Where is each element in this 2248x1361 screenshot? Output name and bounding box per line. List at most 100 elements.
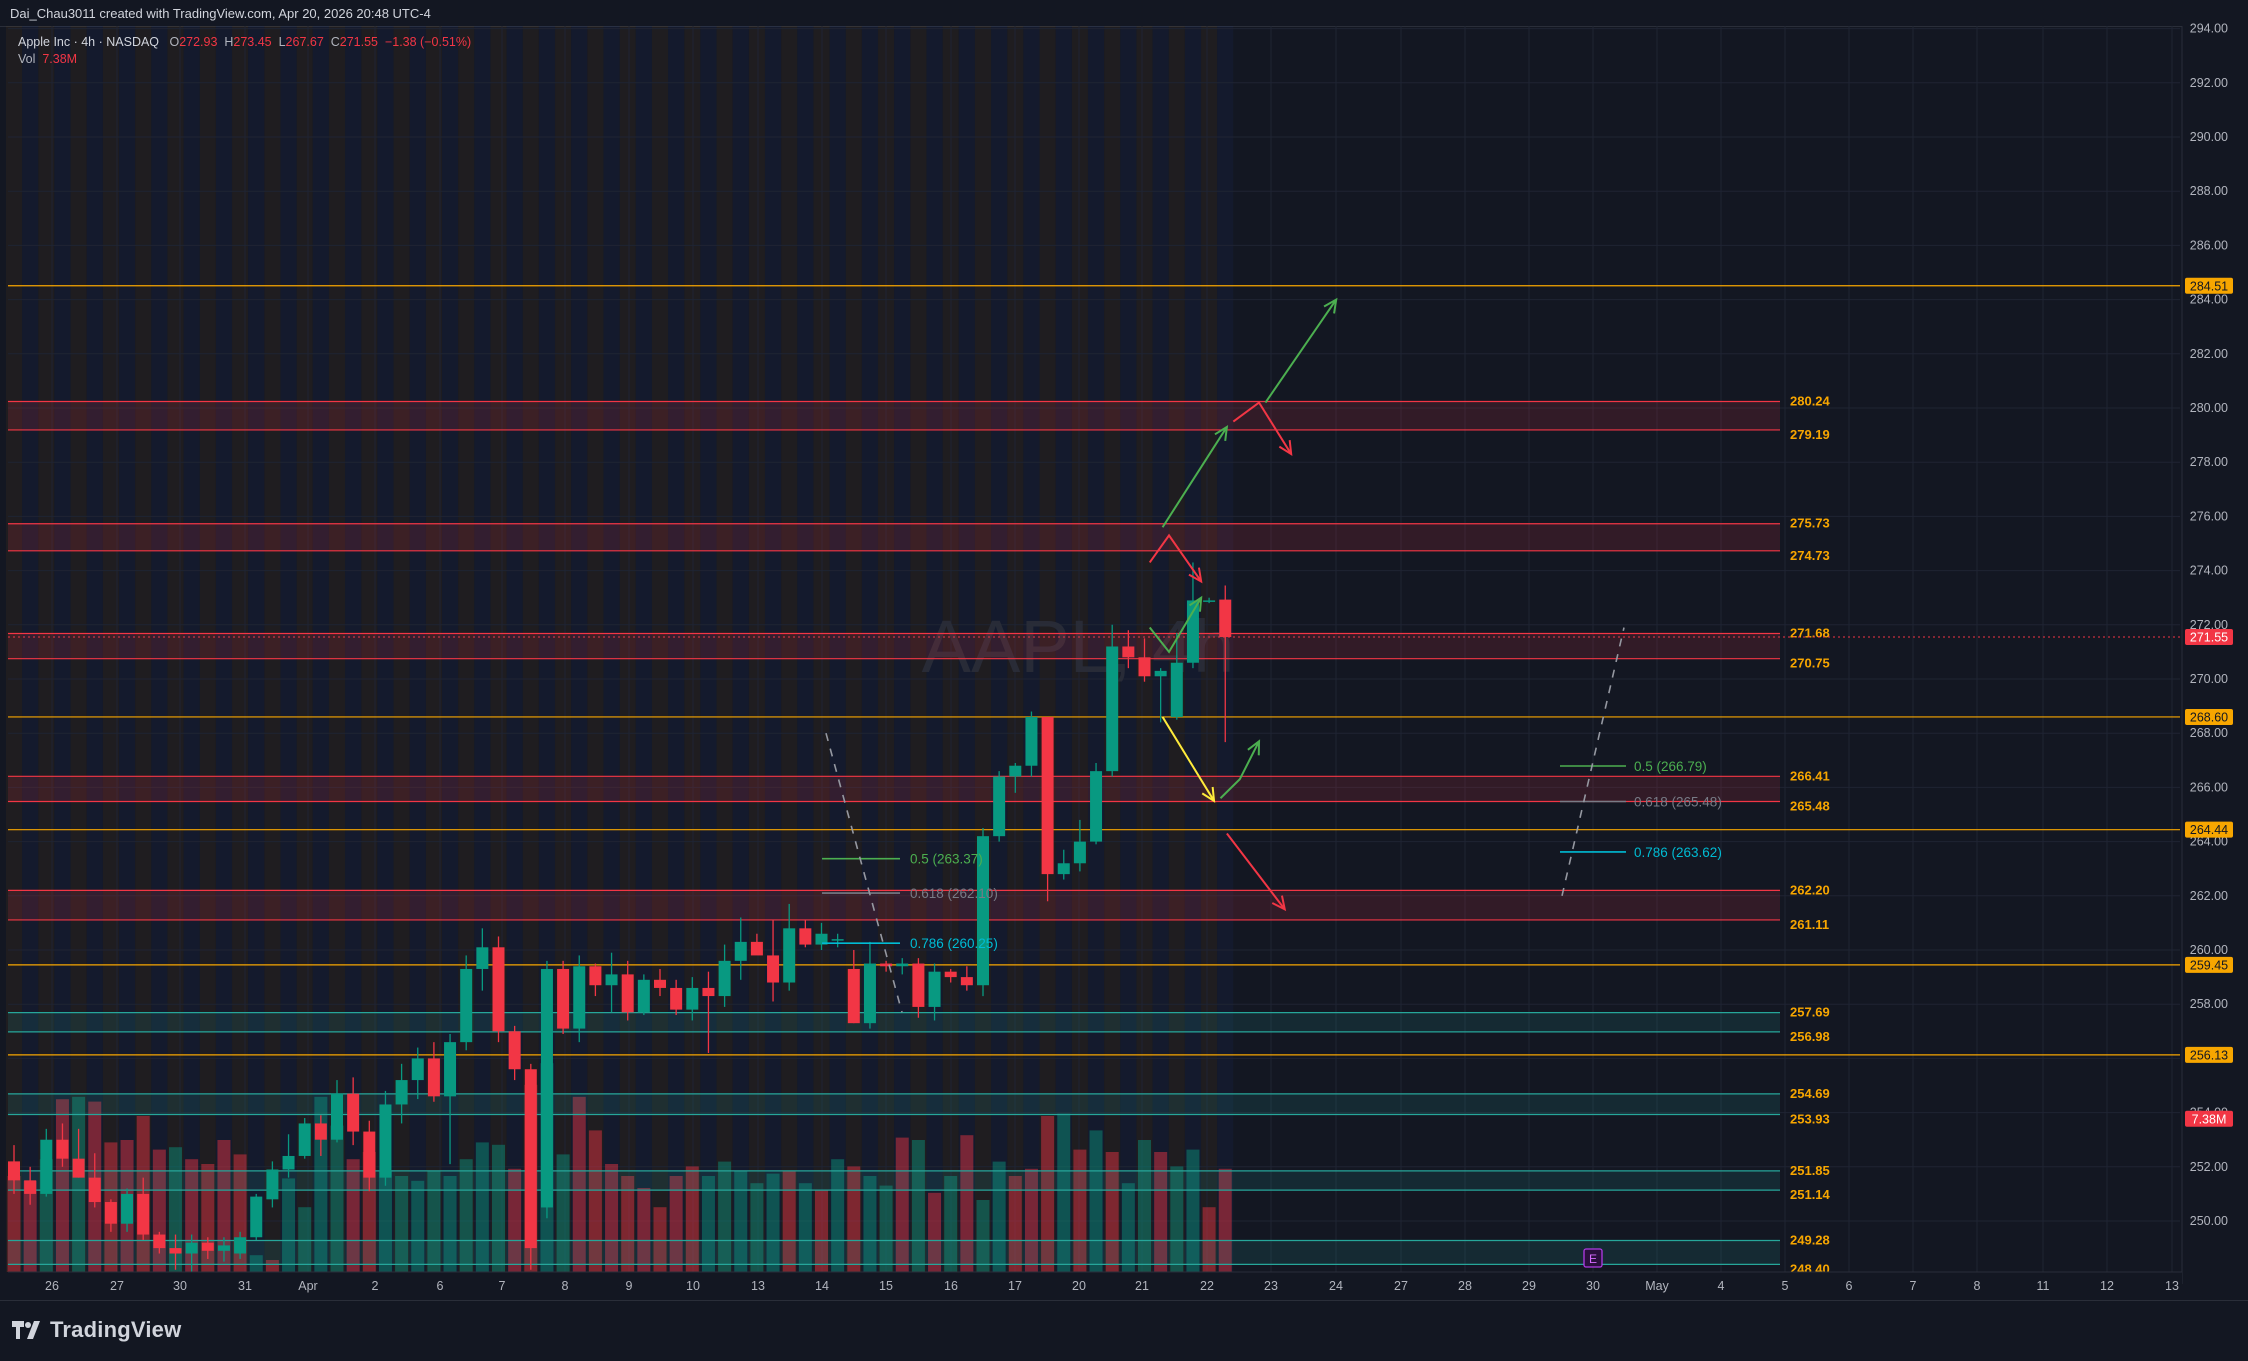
candle[interactable] xyxy=(977,828,989,997)
candle[interactable] xyxy=(831,933,844,948)
candle[interactable] xyxy=(331,1080,343,1143)
projection-arrow-line[interactable] xyxy=(1148,533,1202,583)
candle[interactable] xyxy=(670,979,683,1016)
projection-arrow-line[interactable] xyxy=(1264,299,1338,404)
candle[interactable] xyxy=(201,1237,214,1259)
candle[interactable] xyxy=(72,1128,85,1178)
candle[interactable] xyxy=(686,977,699,1021)
candle[interactable] xyxy=(654,968,666,997)
candle[interactable] xyxy=(24,1166,37,1205)
candle[interactable] xyxy=(347,1077,360,1146)
candle[interactable] xyxy=(379,1090,392,1186)
projection-arrow-head xyxy=(1278,440,1293,457)
candle[interactable] xyxy=(234,1231,247,1259)
candle[interactable] xyxy=(944,968,957,983)
candlesticks[interactable] xyxy=(8,562,1232,1276)
projection-arrow-head xyxy=(1247,739,1261,756)
candle[interactable] xyxy=(314,1115,327,1156)
candle[interactable] xyxy=(185,1234,198,1276)
candle[interactable] xyxy=(250,1193,263,1240)
projection-arrow-line[interactable] xyxy=(1161,426,1228,528)
candle[interactable] xyxy=(589,963,602,997)
candle[interactable] xyxy=(363,1120,376,1192)
projection-arrow-line[interactable] xyxy=(1226,832,1286,910)
candle[interactable] xyxy=(40,1128,53,1197)
candle[interactable] xyxy=(993,771,1006,842)
candle[interactable] xyxy=(1106,624,1119,777)
candle[interactable] xyxy=(734,917,747,980)
candle[interactable] xyxy=(169,1234,182,1270)
candle[interactable] xyxy=(8,1145,20,1194)
candle[interactable] xyxy=(702,971,715,1053)
candle[interactable] xyxy=(1025,711,1038,777)
candle[interactable] xyxy=(411,1047,424,1100)
candle[interactable] xyxy=(863,941,876,1029)
projection-arrows[interactable] xyxy=(1148,297,1338,912)
candle[interactable] xyxy=(427,1042,440,1102)
price-axis[interactable]: 250.00252.00254.00256.00258.00260.00262.… xyxy=(2181,22,2248,1284)
earnings-marker-box[interactable] xyxy=(1583,1248,1603,1268)
candle[interactable] xyxy=(1154,668,1167,723)
candle[interactable] xyxy=(960,966,973,991)
projection-arrow-line[interactable] xyxy=(1161,716,1215,802)
grid-lines xyxy=(8,26,2180,1272)
time-axis[interactable]: E26 27 30 31 Apr 2 6 7 8 9 10 13 14 15 16 17 20 21 22 23 24 2… xyxy=(0,1248,2182,1300)
candle[interactable] xyxy=(1122,630,1135,669)
price-tick-label: 272.00 xyxy=(2190,618,2228,632)
candle[interactable] xyxy=(540,960,553,1219)
candle[interactable] xyxy=(282,1134,295,1178)
candle[interactable] xyxy=(1009,763,1022,793)
fib-retracements[interactable]: 0.5 (263.37) 0.618 (262.10) 0.786 (260.25)… xyxy=(822,627,1722,1013)
candle[interactable] xyxy=(621,960,634,1021)
candle[interactable] xyxy=(1203,597,1216,604)
candle[interactable] xyxy=(815,922,828,950)
candle-body xyxy=(1073,841,1086,864)
projection-arrow-line[interactable] xyxy=(1219,740,1260,799)
candle[interactable] xyxy=(1138,638,1151,682)
candle[interactable] xyxy=(605,952,618,1013)
projection-arrow-line[interactable] xyxy=(1232,401,1293,455)
candle[interactable] xyxy=(750,933,763,956)
candle[interactable] xyxy=(104,1199,117,1232)
candle[interactable] xyxy=(460,955,473,1051)
session-band-post xyxy=(86,26,103,1272)
candle[interactable] xyxy=(476,928,489,991)
candle[interactable] xyxy=(1090,763,1103,845)
tradingview-logo[interactable]: TradingView xyxy=(12,1317,181,1343)
price-chart[interactable]: AAPL, 4h 280.24279.19275.73274.73271.682… xyxy=(0,0,2248,1300)
candle[interactable] xyxy=(557,960,570,1035)
candle[interactable] xyxy=(880,960,893,972)
candle[interactable] xyxy=(718,944,731,1007)
candle[interactable] xyxy=(395,1063,408,1124)
candle[interactable] xyxy=(137,1177,150,1240)
candle[interactable] xyxy=(508,1025,521,1081)
candle[interactable] xyxy=(217,1237,230,1262)
candle[interactable] xyxy=(298,1118,311,1159)
candle[interactable] xyxy=(444,1034,457,1165)
candle[interactable] xyxy=(88,1153,101,1208)
candle[interactable] xyxy=(56,1123,69,1167)
candle[interactable] xyxy=(799,920,812,948)
candle[interactable] xyxy=(783,903,796,991)
candle[interactable] xyxy=(847,950,860,1024)
candle[interactable] xyxy=(1041,716,1054,902)
candle[interactable] xyxy=(153,1231,166,1254)
candle[interactable] xyxy=(1073,819,1086,872)
session-band-pre xyxy=(70,26,87,1272)
candle[interactable] xyxy=(492,936,505,1043)
candle[interactable] xyxy=(637,974,650,1016)
candle[interactable] xyxy=(266,1161,279,1208)
candle[interactable] xyxy=(1219,585,1232,743)
candle[interactable] xyxy=(928,963,941,1021)
candle[interactable] xyxy=(767,920,780,1002)
candle-body xyxy=(282,1155,295,1170)
candle[interactable] xyxy=(1057,849,1070,880)
candle[interactable] xyxy=(1170,632,1183,720)
projection-arrow-line[interactable] xyxy=(1148,597,1203,654)
candle[interactable] xyxy=(896,958,909,975)
candle[interactable] xyxy=(524,1063,537,1270)
price-tick-label: 280.00 xyxy=(2190,401,2228,415)
candle[interactable] xyxy=(573,955,586,1043)
candle[interactable] xyxy=(912,958,925,1018)
candle[interactable] xyxy=(121,1188,134,1232)
